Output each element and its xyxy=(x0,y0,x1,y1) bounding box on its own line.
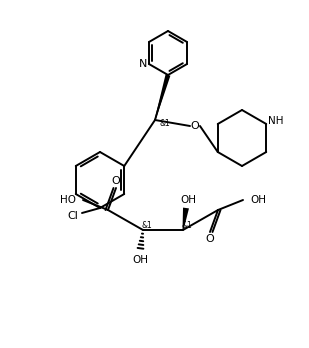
Text: O: O xyxy=(112,176,121,186)
Text: &1: &1 xyxy=(182,221,193,229)
Text: OH: OH xyxy=(180,195,196,205)
Polygon shape xyxy=(154,74,170,120)
Text: O: O xyxy=(205,234,214,244)
Text: &1: &1 xyxy=(142,221,152,229)
Text: OH: OH xyxy=(250,195,266,205)
Text: Cl: Cl xyxy=(68,211,78,221)
Text: &1: &1 xyxy=(160,119,170,127)
Text: NH: NH xyxy=(269,116,284,126)
Text: HO: HO xyxy=(60,195,76,205)
Polygon shape xyxy=(183,208,189,230)
Text: N: N xyxy=(139,59,147,69)
Text: O: O xyxy=(191,121,199,131)
Text: OH: OH xyxy=(132,255,148,265)
